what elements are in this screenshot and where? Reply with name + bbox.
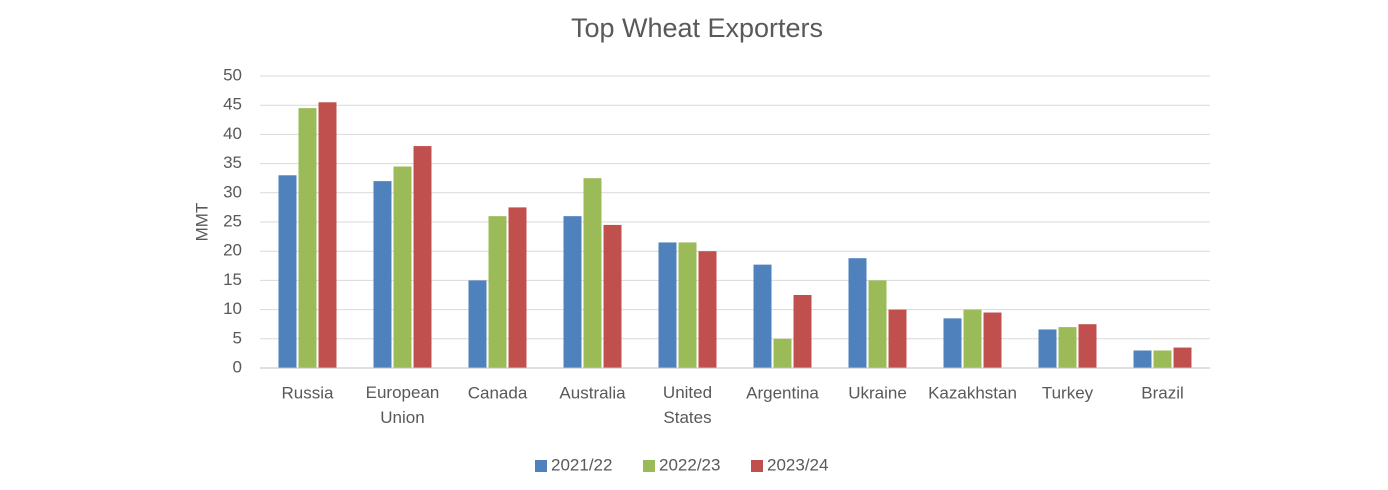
- bar: [1173, 347, 1192, 368]
- bar: [298, 108, 317, 369]
- bar: [508, 207, 527, 368]
- x-tick-label: Australia: [559, 383, 626, 402]
- x-tick-label: Canada: [468, 383, 528, 402]
- chart-title: Top Wheat Exporters: [571, 13, 823, 43]
- x-tick-label: Brazil: [1141, 383, 1184, 402]
- x-tick-label: Turkey: [1042, 383, 1094, 402]
- legend-label: 2022/23: [659, 455, 720, 474]
- bar: [1153, 350, 1172, 368]
- bar: [793, 295, 812, 368]
- bar: [1038, 329, 1057, 368]
- bar: [278, 175, 297, 368]
- y-tick-label: 15: [223, 270, 242, 289]
- bar: [963, 309, 982, 368]
- x-tick-label: Argentina: [746, 383, 819, 402]
- bar: [563, 216, 582, 368]
- y-tick-label: 45: [223, 95, 242, 114]
- legend-swatch: [751, 460, 763, 472]
- bar: [318, 102, 337, 368]
- bar: [888, 309, 907, 368]
- y-tick-label: 35: [223, 153, 242, 172]
- y-tick-label: 5: [233, 328, 242, 347]
- bar: [983, 312, 1002, 368]
- y-tick-label: 10: [223, 299, 242, 318]
- y-tick-label: 0: [233, 357, 242, 376]
- y-tick-label: 25: [223, 211, 242, 230]
- bar: [488, 216, 507, 368]
- bar: [1058, 327, 1077, 368]
- x-tick-label: European Union: [366, 383, 440, 427]
- legend-label: 2021/22: [551, 455, 612, 474]
- y-tick-label: 40: [223, 124, 242, 143]
- x-tick-label: Ukraine: [848, 383, 907, 402]
- bar: [698, 251, 717, 368]
- bar: [678, 242, 697, 368]
- y-axis-label: MMT: [192, 203, 211, 242]
- legend-label: 2023/24: [767, 455, 828, 474]
- bar: [658, 242, 677, 368]
- bar: [393, 166, 412, 368]
- legend-swatch: [535, 460, 547, 472]
- bar: [753, 264, 772, 368]
- bar: [773, 338, 792, 368]
- bar: [468, 280, 487, 368]
- x-tick-label: United States: [663, 383, 712, 427]
- bar: [943, 318, 962, 368]
- bar: [373, 181, 392, 368]
- bar: [583, 178, 602, 368]
- legend-swatch: [643, 460, 655, 472]
- x-tick-label: Kazakhstan: [928, 383, 1017, 402]
- bar: [1133, 350, 1152, 368]
- bar: [868, 280, 887, 368]
- bar: [848, 258, 867, 368]
- bar: [603, 224, 622, 368]
- bar: [413, 146, 432, 368]
- y-tick-label: 30: [223, 182, 242, 201]
- y-tick-label: 50: [223, 65, 242, 84]
- bar: [1078, 324, 1097, 368]
- x-tick-label: Russia: [282, 383, 335, 402]
- y-tick-label: 20: [223, 241, 242, 260]
